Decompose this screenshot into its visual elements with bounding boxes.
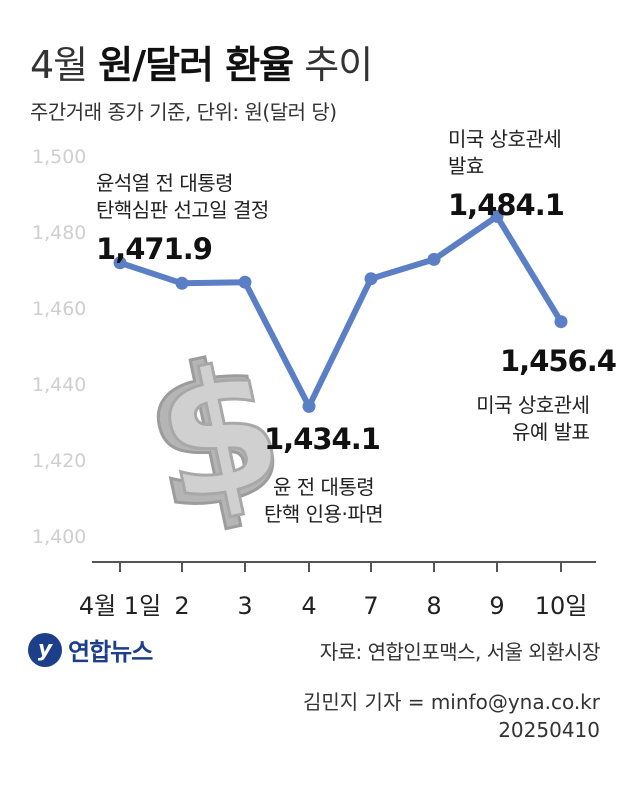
value-label-p3: 1,434.1: [264, 422, 381, 456]
title-main: 원/달러 환율: [98, 43, 294, 87]
data-point: [490, 209, 504, 223]
value-label-p7: 1,456.4: [500, 344, 617, 378]
reporter-credit: 김민지 기자 = minfo@yna.co.kr: [303, 690, 600, 714]
byline: 김민지 기자 = minfo@yna.co.kr 20250410: [303, 688, 600, 744]
annotation-line: 윤 전 대통령: [272, 475, 375, 499]
data-point: [175, 276, 189, 290]
annotation-line: 미국 상호관세: [448, 127, 562, 151]
y-axis: 1,400 1,420 1,440 1,460 1,480 1,500: [32, 146, 86, 548]
source-note: 자료: 연합인포맥스, 서울 외환시장: [319, 640, 601, 664]
data-point: [554, 315, 568, 329]
annotation-line: 탄핵심판 선고일 결정: [96, 198, 269, 222]
x-axis: 4월 1일 2 3 4 7 8 9 10일: [79, 562, 587, 620]
data-point: [427, 252, 441, 266]
title-month: 4월: [30, 43, 88, 87]
annotation-tariff-effective: 미국 상호관세 발효: [448, 126, 562, 180]
x-tick-label: 8: [426, 592, 441, 620]
annotation-line: 탄핵 인용·파면: [264, 502, 384, 526]
data-point: [364, 272, 378, 286]
x-tick-label: 3: [237, 592, 252, 620]
x-tick-label: 4월 1일: [79, 592, 161, 620]
value-label-p6: 1,484.1: [448, 188, 565, 222]
annotation-line: 윤석열 전 대통령: [96, 171, 234, 195]
annotation-impeachment-date: 윤석열 전 대통령 탄핵심판 선고일 결정: [96, 170, 269, 224]
y-tick-label: 1,480: [32, 222, 86, 244]
yonhap-logo-mark: y: [28, 632, 62, 667]
x-tick-label: 9: [489, 592, 504, 620]
x-tick-label: 10일: [535, 592, 588, 620]
x-tick-label: 4: [301, 592, 316, 620]
series-line: [117, 213, 564, 410]
yonhap-logo-text: 연합뉴스: [68, 638, 153, 666]
page-title: 4월 원/달러 환율 추이: [30, 34, 373, 89]
publish-date: 20250410: [498, 718, 600, 742]
y-tick-label: 1,440: [32, 374, 86, 396]
data-point: [302, 399, 316, 413]
annotation-line: 발효: [448, 154, 484, 178]
data-points: [113, 209, 568, 413]
y-tick-label: 1,420: [32, 450, 86, 472]
annotation-tariff-pause: 미국 상호관세 유예 발표: [472, 392, 590, 446]
annotation-line: 유예 발표: [512, 420, 590, 444]
data-point: [238, 275, 252, 289]
title-suffix: 추이: [304, 43, 373, 87]
x-tick-label: 7: [363, 592, 378, 620]
annotation-impeachment-ruling: 윤 전 대통령 탄핵 인용·파면: [264, 474, 384, 528]
y-tick-label: 1,460: [32, 298, 86, 320]
chart-subtitle: 주간거래 종가 기준, 단위: 원(달러 당): [30, 100, 337, 124]
x-tick-label: 2: [174, 592, 189, 620]
value-label-p0: 1,471.9: [96, 232, 213, 266]
yonhap-logo: y 연합뉴스: [28, 632, 153, 667]
y-tick-label: 1,400: [32, 526, 86, 548]
annotation-line: 미국 상호관세: [476, 393, 590, 417]
data-point: [113, 256, 127, 270]
y-tick-label: 1,500: [32, 146, 86, 168]
